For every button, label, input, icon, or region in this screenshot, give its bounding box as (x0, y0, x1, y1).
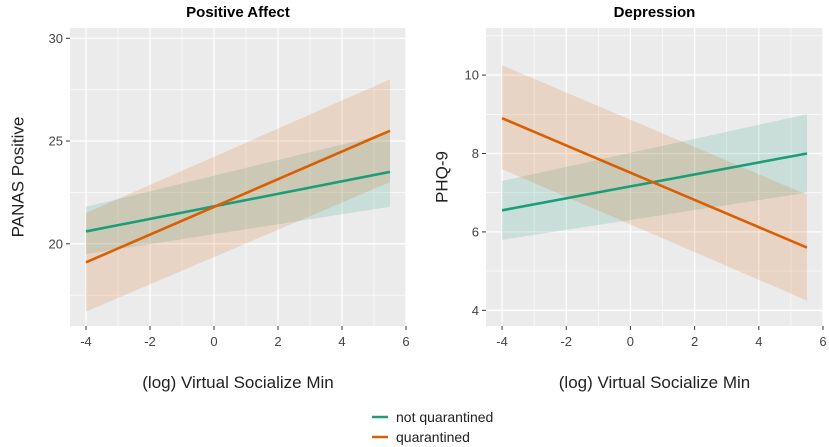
x-tick-label: 0 (210, 334, 217, 349)
x-axis-label: (log) Virtual Socialize Min (559, 373, 750, 392)
plot-background (486, 28, 823, 326)
x-tick-label: 2 (691, 334, 698, 349)
y-tick-label: 6 (472, 224, 479, 239)
plot-background (70, 28, 406, 326)
y-tick-label: 4 (472, 303, 479, 318)
confidence-band-not-quarantined (502, 114, 807, 240)
chart-title: Depression (614, 4, 696, 21)
gridlines (70, 28, 407, 326)
series-line-quarantined (85, 129, 391, 264)
series-line-not-quarantined (85, 170, 391, 233)
series-line-quarantined (501, 116, 808, 249)
y-axis-label: PANAS Positive (9, 117, 28, 238)
legend: not quarantined quarantined (372, 409, 493, 445)
depression-panel: -4 -2 0 2 4 6 4 6 8 10 Depression (log) Virtual S… (433, 4, 827, 392)
axes: -4 -2 0 2 4 6 20 25 30 (49, 31, 410, 349)
x-tick-label: -4 (496, 334, 508, 349)
x-tick-label: -2 (144, 334, 156, 349)
y-tick-label: 25 (49, 134, 63, 149)
legend-label-quarantined: quarantined (396, 429, 470, 445)
y-tick-label: 30 (49, 31, 63, 46)
x-tick-label: 2 (274, 334, 281, 349)
x-tick-label: 4 (755, 334, 762, 349)
x-tick-label: 0 (627, 334, 634, 349)
y-tick-label: 20 (49, 236, 63, 251)
x-tick-label: -4 (80, 334, 92, 349)
legend-label-not-quarantined: not quarantined (396, 409, 493, 425)
series-lines (501, 116, 808, 249)
x-tick-label: 4 (338, 334, 345, 349)
y-tick-label: 8 (472, 146, 479, 161)
chart-title: Positive Affect (186, 4, 290, 21)
x-tick-label: 6 (402, 334, 409, 349)
y-axis-label: PHQ-9 (433, 151, 452, 203)
axes: -4 -2 0 2 4 6 4 6 8 10 (465, 68, 827, 349)
series-lines (85, 129, 391, 264)
x-tick-label: -2 (560, 334, 572, 349)
x-tick-label: 6 (819, 334, 826, 349)
x-axis-label: (log) Virtual Socialize Min (142, 373, 333, 392)
y-tick-label: 10 (465, 68, 479, 83)
positive-affect-panel: -4 -2 0 2 4 6 20 25 30 Positive Affect (log) Vir… (9, 4, 410, 392)
